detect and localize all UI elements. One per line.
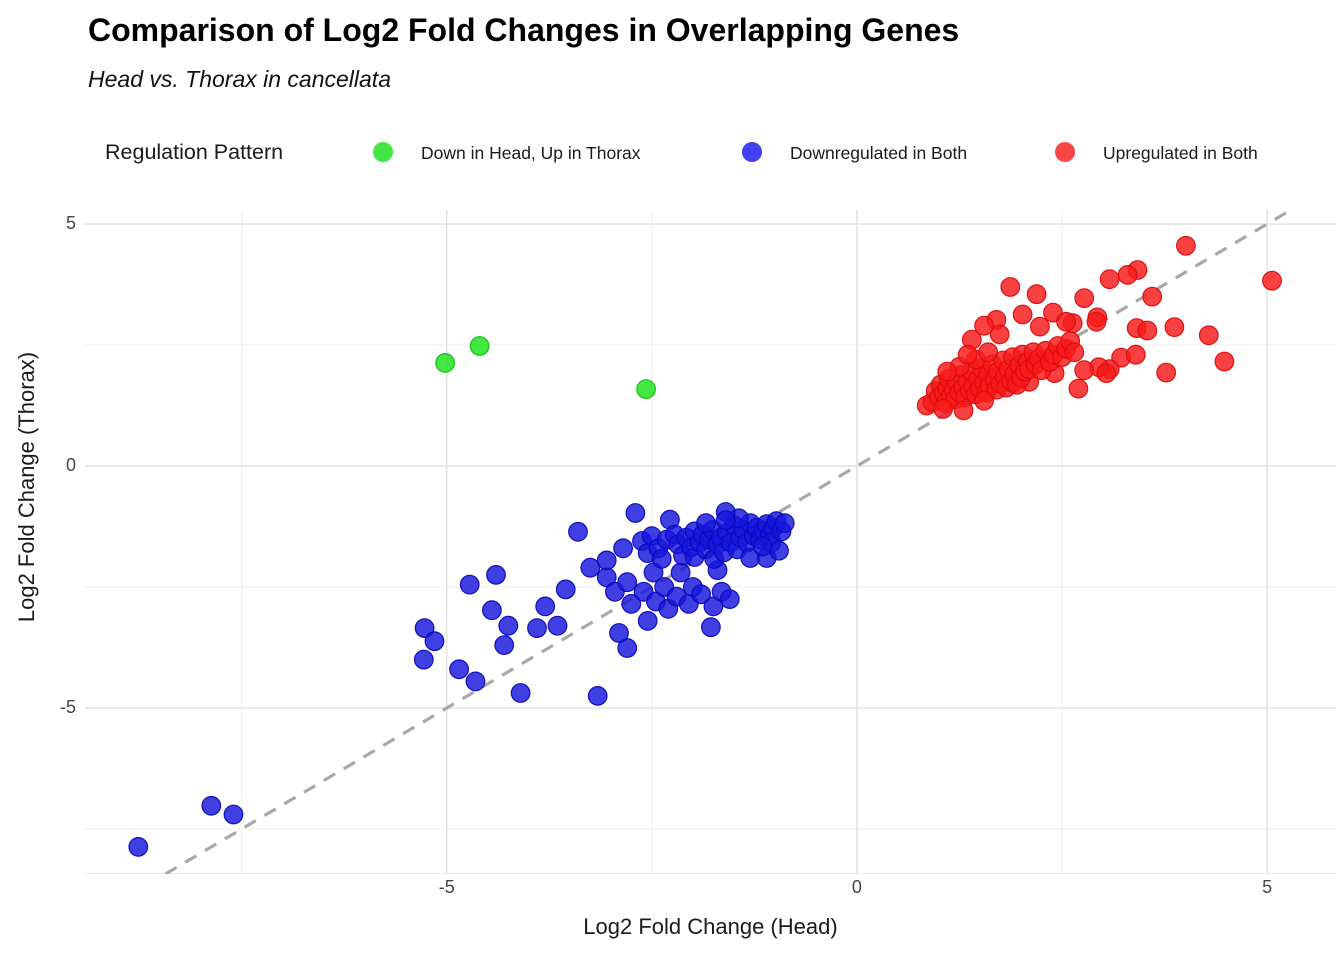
legend-swatch-blue-icon [742,142,762,162]
data-point [1074,360,1095,381]
data-point [691,584,711,605]
data-point [486,565,506,585]
legend-item-upregulated-both: Upregulated in Both [1103,143,1258,163]
chart-subtitle: Head vs. Thorax in cancellata [88,66,391,92]
data-point [568,521,588,542]
gridlines-major [85,210,1336,874]
data-point [719,589,740,610]
legend-item-downregulated-both: Downregulated in Both [790,143,968,163]
data-point [1068,378,1089,399]
data-point [469,336,490,356]
data-point [435,352,456,373]
data-point [510,683,531,703]
data-point [974,315,994,336]
data-point [1064,342,1085,363]
data-point [1074,288,1095,308]
data-point [1030,316,1050,337]
data-point [494,635,515,656]
data-point [424,631,445,652]
data-point [617,638,638,658]
data-point [1000,277,1021,297]
data-point [482,600,502,621]
data-point [617,572,638,593]
data-point [1086,311,1107,332]
data-point [580,557,601,578]
data-point [989,324,1010,345]
legend-swatch-green-icon [373,142,393,162]
data-point [414,618,435,639]
data-point [625,503,646,523]
data-point [957,344,978,365]
data-point [933,398,953,419]
x-axis-title: Log2 Fold Change (Head) [583,914,838,939]
data-point [774,513,795,534]
data-point [413,649,434,670]
data-point [535,596,556,617]
data-point [1262,270,1282,291]
data-point [596,550,617,571]
data-point [1142,286,1163,307]
data-point [701,617,721,638]
legend-item-down-head-up-thorax: Down in Head, Up in Thorax [421,143,641,163]
y-axis-title: Log2 Fold Change (Thorax) [14,351,39,623]
data-point [1096,363,1117,384]
data-point [1156,362,1177,383]
series-downregulated-in-both [128,502,795,857]
data-point [459,574,480,595]
data-point [696,513,716,534]
data-point [223,804,244,825]
data-point [613,538,633,559]
data-point [1137,320,1158,341]
data-point [1099,269,1120,290]
data-point [547,615,568,636]
data-point [527,618,547,639]
data-point [1056,311,1076,332]
data-point [1026,284,1047,305]
legend-title: Regulation Pattern [105,140,284,164]
legend-swatch-red-icon [1055,142,1075,162]
y-tick-label: -5 [59,697,76,717]
data-point [1117,265,1138,285]
data-point [1164,317,1185,337]
x-tick-label: 0 [851,877,862,897]
data-point [201,795,222,816]
data-point [128,837,149,857]
data-point [1125,344,1146,365]
data-point [978,342,999,363]
data-point [637,611,658,631]
data-point [1175,235,1196,256]
data-point [587,686,608,706]
series-down-in-head-up-in-thorax [435,336,656,400]
data-point [609,623,629,643]
x-tick-label: 5 [1262,877,1273,897]
data-point [1198,325,1219,346]
data-point [449,659,470,680]
data-point [651,549,672,569]
y-tick-label: 0 [65,455,76,476]
data-point [1012,304,1033,325]
data-point [953,400,974,421]
data-point [1214,351,1235,372]
y-tick-label: 5 [65,213,76,234]
chart-title: Comparison of Log2 Fold Changes in Overl… [88,12,960,48]
x-tick-label: -5 [438,877,455,897]
data-point [555,579,576,600]
data-point [715,510,736,531]
data-point [498,615,519,636]
data-point [769,540,789,561]
series-upregulated-in-both [916,235,1282,421]
data-point [621,594,642,614]
data-point [636,379,656,400]
data-point [465,671,486,692]
data-point [974,390,994,411]
data-point [937,361,958,382]
data-point [752,536,773,557]
legend: Regulation Pattern Down in Head, Up in T… [0,138,1344,168]
scatter-plot [85,210,1336,874]
